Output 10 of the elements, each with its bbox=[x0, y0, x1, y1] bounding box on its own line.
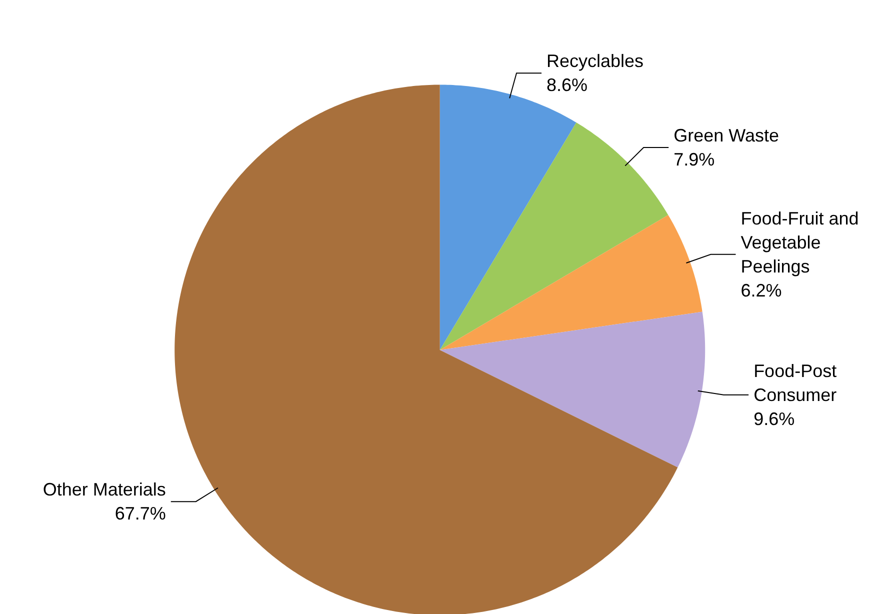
data-label: 67.7% bbox=[114, 504, 166, 524]
data-label: 8.6% bbox=[546, 75, 588, 96]
slice-label: Food-Fruit and Vegetable Peelings bbox=[740, 208, 864, 276]
data-label: 7.9% bbox=[674, 150, 715, 170]
slice-label: Green Waste bbox=[674, 126, 779, 146]
slice-label: Food-Post Consumer bbox=[754, 360, 842, 405]
data-label: 9.6% bbox=[754, 408, 795, 429]
slice-label: Other Materials bbox=[42, 480, 166, 500]
slice-label: Recyclables bbox=[546, 51, 644, 72]
data-label: 6.2% bbox=[740, 280, 782, 300]
